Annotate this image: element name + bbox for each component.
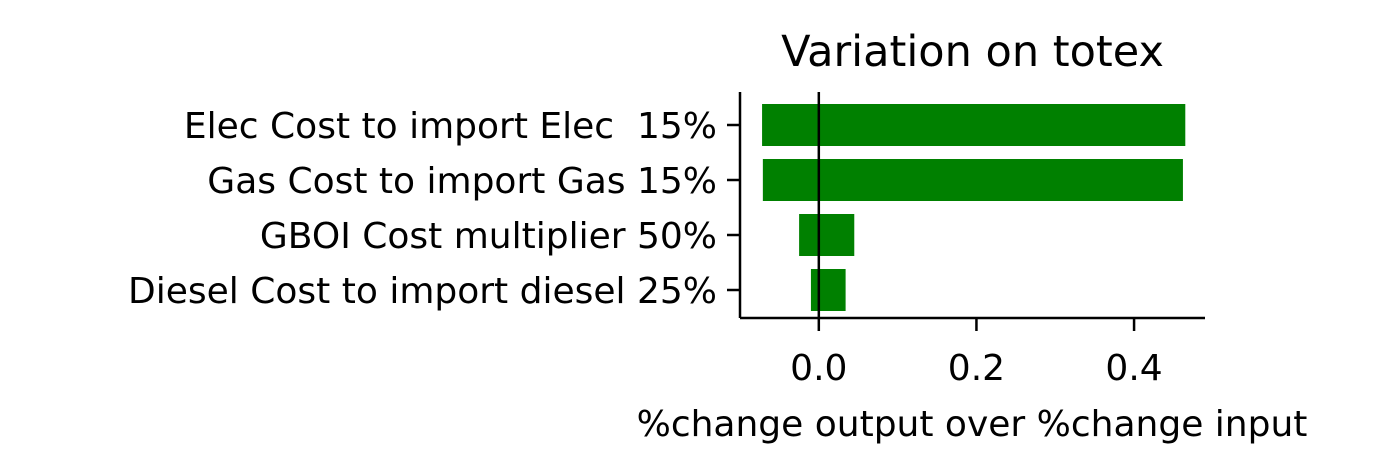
y-axis: Elec Cost to import Elec 15% Gas Cost to … xyxy=(128,106,740,312)
bar xyxy=(799,214,855,256)
bar xyxy=(762,104,1186,146)
y-tick-label: Diesel Cost to import diesel 25% xyxy=(128,271,717,312)
bar xyxy=(810,269,846,311)
x-tick-label: 0.4 xyxy=(1105,348,1162,389)
y-tick-label: GBOI Cost multiplier 50% xyxy=(260,216,717,257)
chart-title: Variation on totex xyxy=(781,27,1164,77)
y-tick-label: Gas Cost to import Gas 15% xyxy=(207,161,717,202)
bars-layer xyxy=(762,104,1186,311)
y-tick-label: Elec Cost to import Elec 15% xyxy=(184,106,717,147)
x-tick-label: 0.2 xyxy=(948,348,1005,389)
x-tick-label: 0.0 xyxy=(790,348,847,389)
bar xyxy=(762,159,1183,201)
x-axis-label: %change output over %change input xyxy=(637,404,1308,445)
x-axis: 0.0 0.2 0.4 xyxy=(790,318,1163,389)
